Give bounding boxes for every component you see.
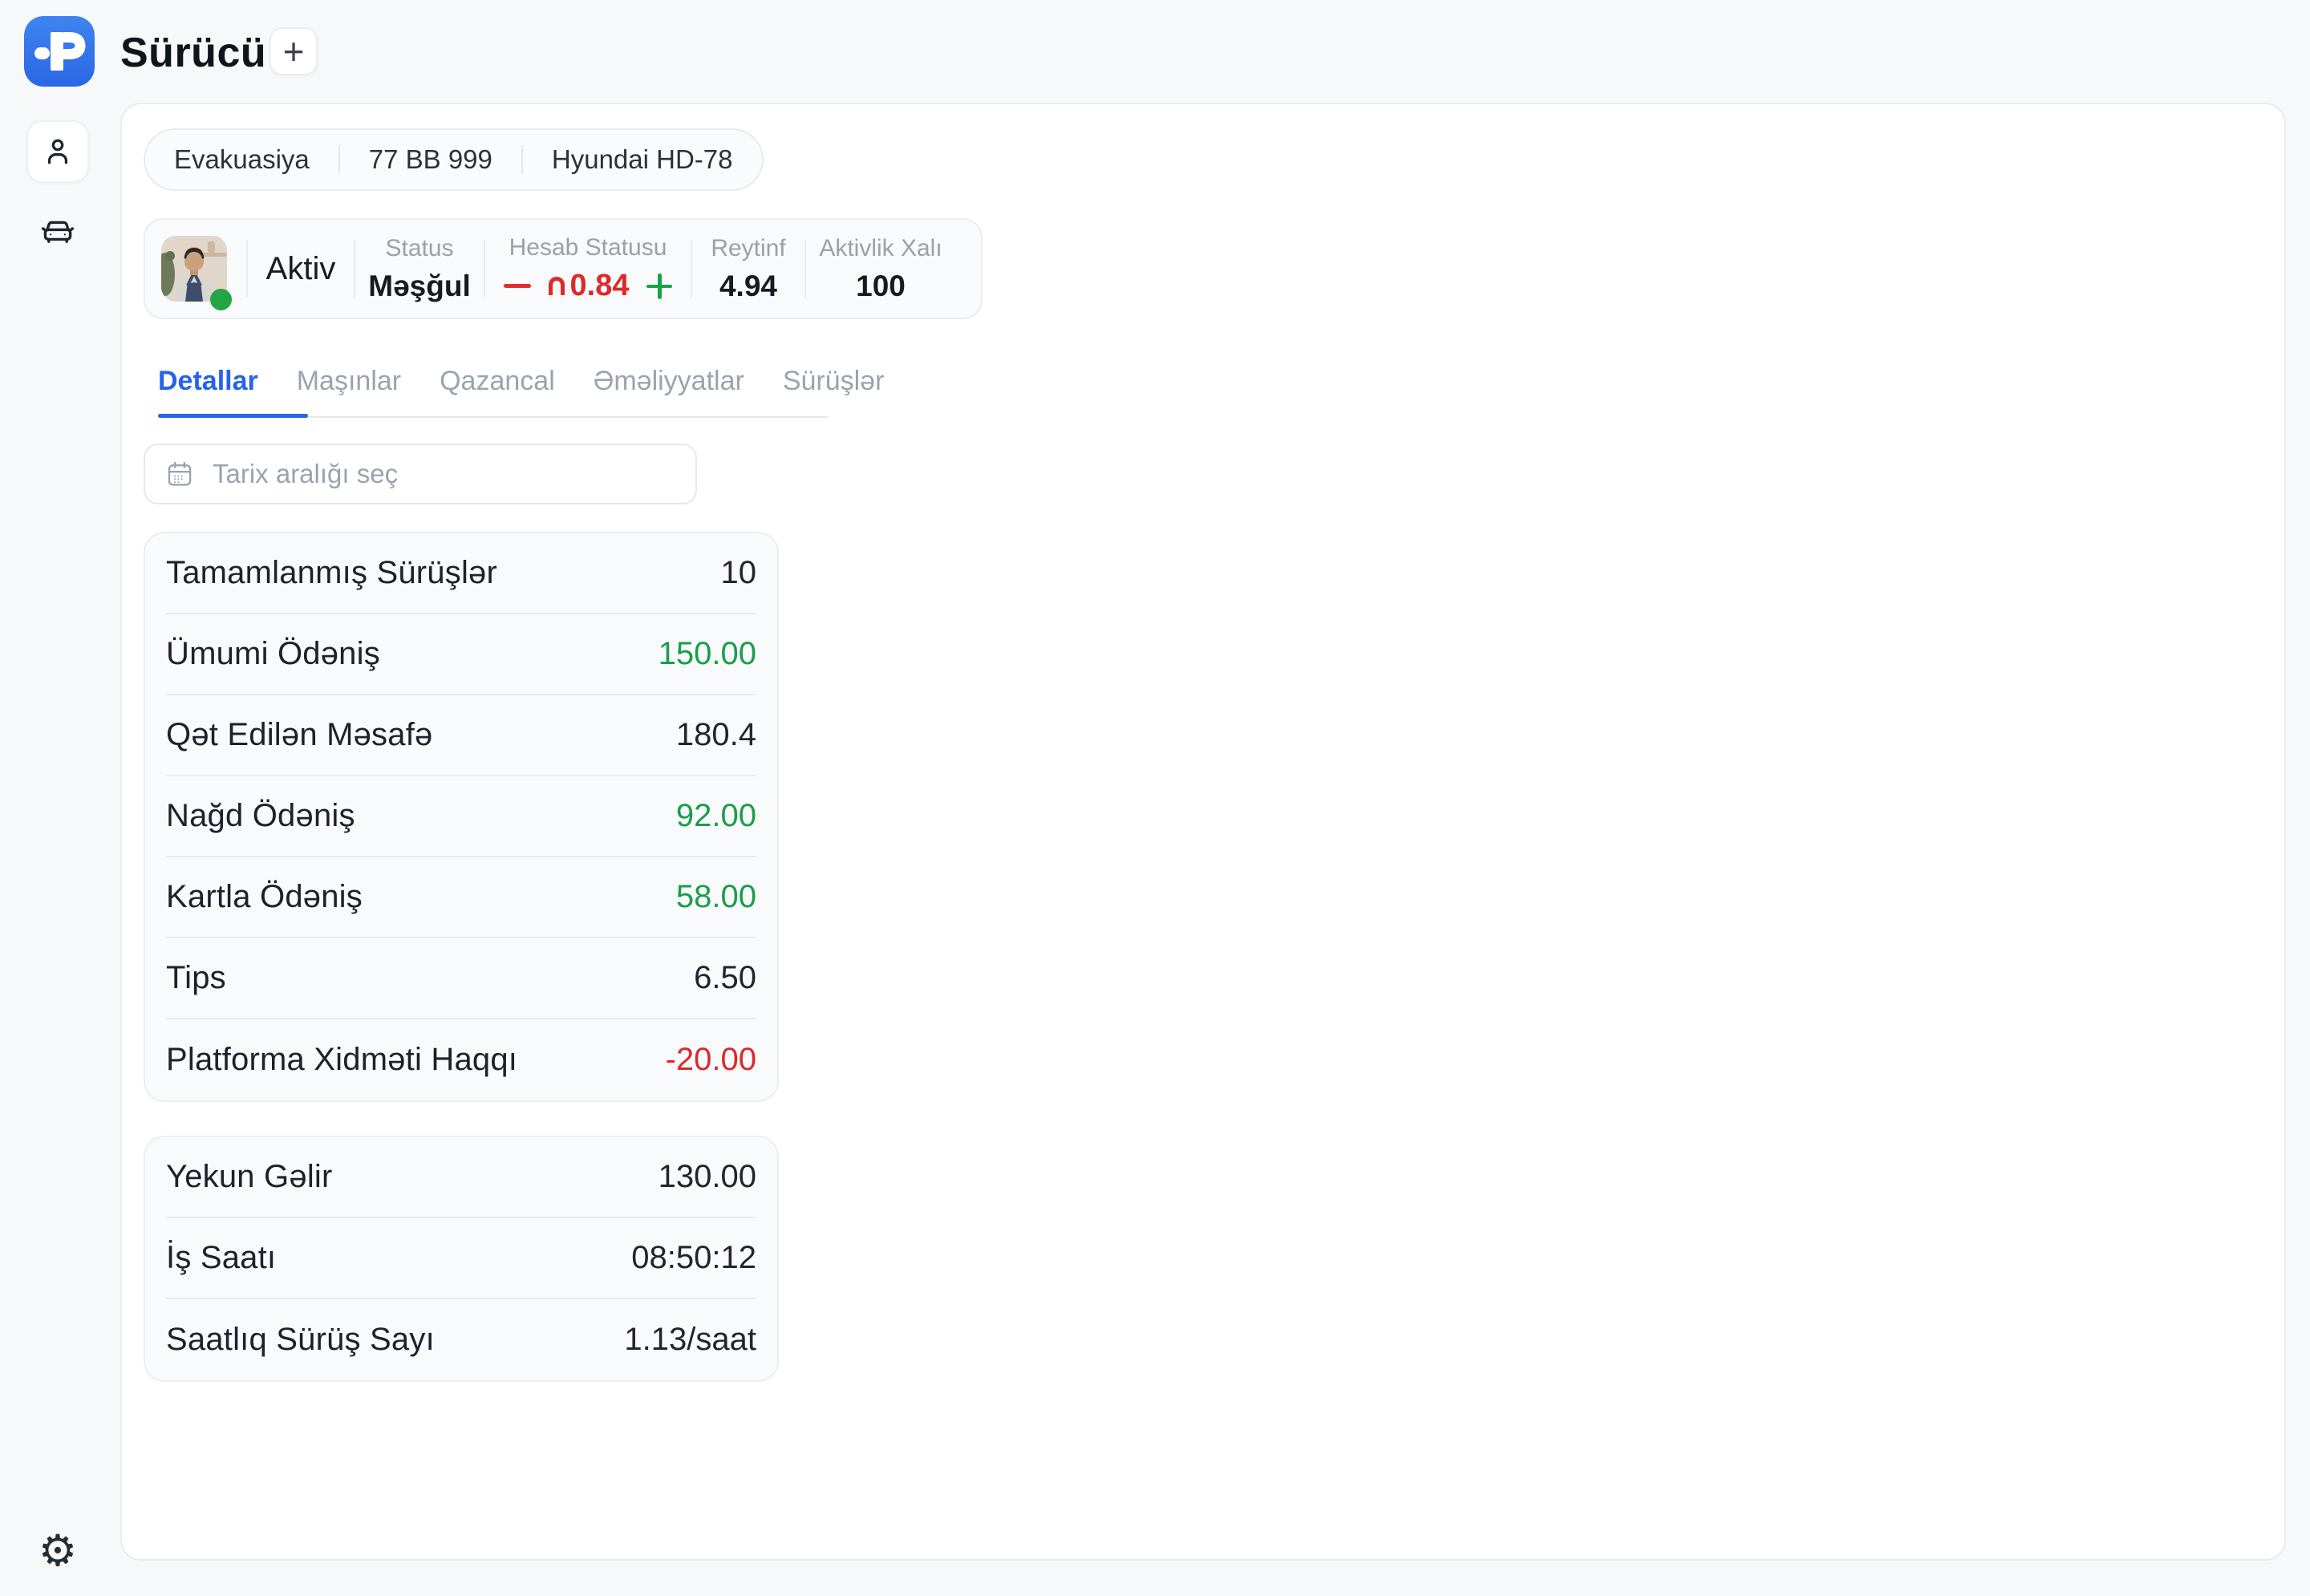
activity-value: 100 <box>856 269 906 302</box>
sidebar-item-settings[interactable]: ⚙ <box>35 1529 80 1574</box>
vehicle-info-bar: Evakuasiya 77 BB 999 Hyundai HD-78 <box>144 128 764 191</box>
balance-decrease-button[interactable] <box>503 284 531 288</box>
summary-card: Yekun Gəlir 130.00 İş Saatı 08:50:12 Saa… <box>144 1136 779 1382</box>
stat-row-cash-payment: Nağd Ödəniş 92.00 <box>166 776 756 857</box>
date-range-input[interactable] <box>144 444 697 504</box>
balance-label: Hesab Statusu <box>509 234 667 261</box>
status-label: Status <box>385 234 454 261</box>
car-icon <box>41 221 75 243</box>
sidebar-item-drivers[interactable] <box>26 120 89 183</box>
divider <box>484 240 485 298</box>
online-status-dot <box>210 289 232 310</box>
summary-value: 130.00 <box>658 1159 756 1194</box>
stat-value: 150.00 <box>658 636 756 671</box>
main-panel: Evakuasiya 77 BB 999 Hyundai HD-78 <box>120 103 2286 1561</box>
stat-value: 10 <box>720 555 757 590</box>
rating-label: Reytinf <box>711 234 786 261</box>
add-driver-button[interactable]: + <box>270 27 318 75</box>
activity-block: Aktivlik Xalı 100 <box>806 235 955 303</box>
sidebar: ⚙ <box>0 103 120 1596</box>
stat-value: 6.50 <box>694 960 756 995</box>
divider <box>804 240 806 298</box>
stat-value: 58.00 <box>675 879 756 914</box>
summary-value: 1.13/saat <box>624 1322 756 1357</box>
tab-detallar[interactable]: Detallar <box>158 366 308 418</box>
page-title: Sürücü <box>120 30 267 76</box>
stat-row-platform-fee: Platforma Xidməti Haqqı -20.00 <box>166 1042 756 1077</box>
app-logo-icon <box>24 16 95 87</box>
gear-icon: ⚙ <box>38 1525 78 1576</box>
calendar-icon <box>168 461 192 486</box>
status-block: Status Məşğul <box>355 235 484 303</box>
plus-icon: + <box>282 30 305 72</box>
chip-vehicle-model: Hyundai HD-78 <box>551 144 733 174</box>
date-range-field[interactable] <box>213 459 676 489</box>
chip-divider <box>521 145 523 174</box>
stats-card: Tamamlanmış Sürüşlər 10 Ümumi Ödəniş 150… <box>144 532 779 1102</box>
status-value: Məşğul <box>368 269 471 302</box>
stat-row-tips: Tips 6.50 <box>166 938 756 1019</box>
divider <box>354 240 355 298</box>
tab-surusler[interactable]: Sürüşlər <box>783 366 885 416</box>
stat-value: 180.4 <box>675 717 756 752</box>
stat-value: -20.00 <box>665 1042 756 1077</box>
driver-status-card: Aktiv Status Məşğul Hesab Statusu 0.84 R… <box>144 218 983 319</box>
rating-block: Reytinf 4.94 <box>692 235 804 303</box>
driver-state: Aktiv <box>265 250 336 286</box>
stat-row-total-payment: Ümumi Ödəniş 150.00 <box>166 614 756 695</box>
divider <box>691 240 692 298</box>
summary-row-net-income: Yekun Gəlir 130.00 <box>166 1137 756 1218</box>
balance-increase-button[interactable] <box>646 273 673 299</box>
balance-amount: 0.84 <box>548 269 630 303</box>
chip-plate-number: 77 BB 999 <box>368 144 492 174</box>
stat-value: 92.00 <box>675 798 756 833</box>
rating-value: 4.94 <box>719 269 777 302</box>
manat-currency-icon <box>548 277 565 295</box>
tab-bar: Detallar Maşınlar Qazancal Əməliyyatlar … <box>158 366 884 418</box>
summary-row-rides-per-hour: Saatlıq Sürüş Sayı 1.13/saat <box>166 1322 756 1357</box>
summary-value: 08:50:12 <box>631 1240 756 1275</box>
stat-row-distance: Qət Edilən Məsafə 180.4 <box>166 695 756 776</box>
balance-value: 0.84 <box>569 269 630 302</box>
chip-vehicle-type: Evakuasiya <box>174 144 310 174</box>
avatar <box>161 236 232 310</box>
sidebar-item-vehicles[interactable] <box>35 210 80 255</box>
activity-label: Aktivlik Xalı <box>819 234 942 261</box>
tab-qazancal[interactable]: Qazancal <box>440 366 555 416</box>
person-icon <box>47 139 68 164</box>
chip-divider <box>338 145 340 174</box>
divider <box>246 240 248 298</box>
tab-masinlar[interactable]: Maşınlar <box>297 366 401 416</box>
stat-row-completed-rides: Tamamlanmış Sürüşlər 10 <box>166 533 756 614</box>
summary-row-work-hours: İş Saatı 08:50:12 <box>166 1218 756 1299</box>
stat-row-card-payment: Kartla Ödəniş 58.00 <box>166 857 756 938</box>
balance-block: Hesab Statusu 0.84 <box>485 234 691 303</box>
tab-emeliyyatlar[interactable]: Əməliyyatlar <box>594 366 744 416</box>
